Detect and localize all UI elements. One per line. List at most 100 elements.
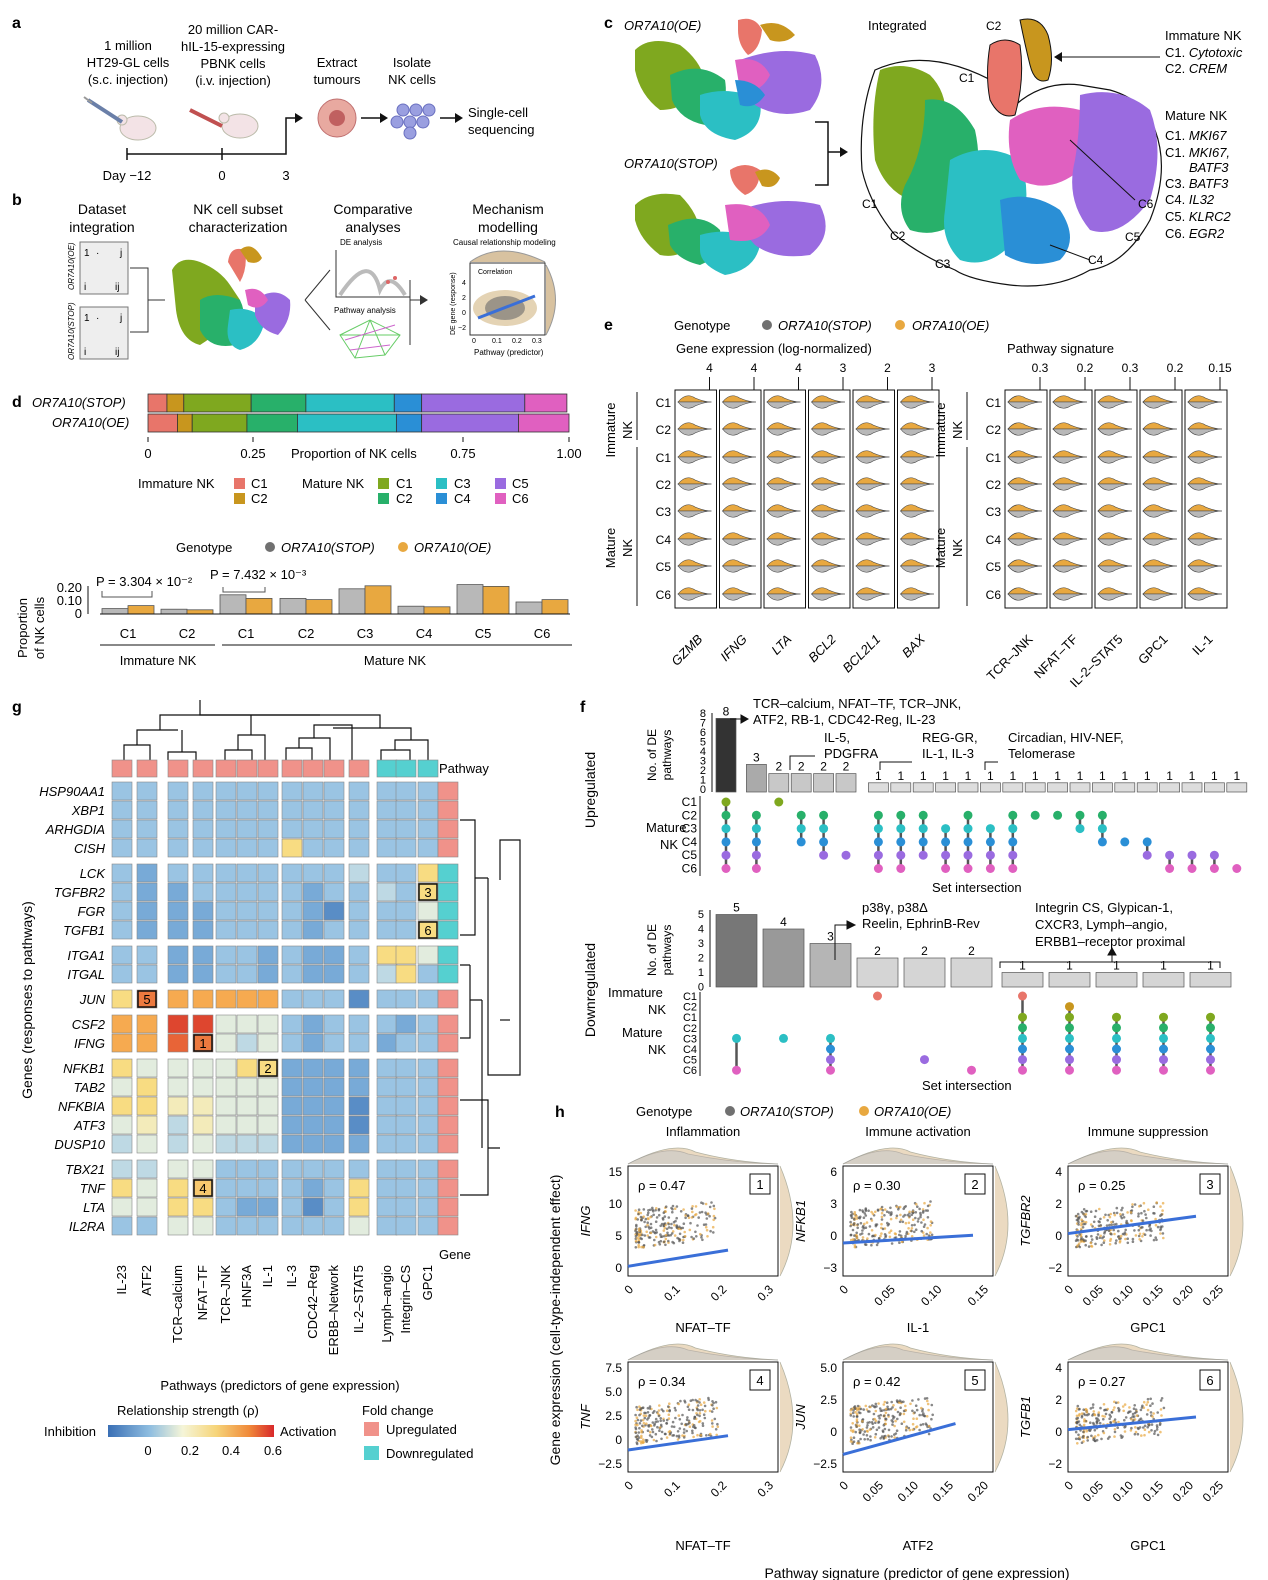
scatter-point	[885, 1401, 889, 1404]
violin-stop	[1142, 593, 1178, 601]
c-tag: C2	[890, 229, 906, 243]
violin-stop	[1097, 428, 1133, 436]
scatter-xtick: 0	[1061, 1282, 1076, 1297]
upset-dot	[985, 824, 995, 834]
upset-dot	[1112, 1044, 1121, 1054]
scatter-point	[907, 1426, 911, 1430]
bar-stop	[160, 608, 188, 615]
scatter-point	[701, 1422, 705, 1425]
scatter-point	[658, 1404, 661, 1407]
heatmap-cell	[376, 800, 398, 820]
violin-oe	[1097, 477, 1133, 485]
upset-dot	[873, 810, 883, 820]
upset-dot	[1159, 1023, 1168, 1033]
scatter-point	[682, 1208, 685, 1211]
b-correlation-label: Correlation	[478, 269, 512, 276]
violin-stop	[810, 401, 846, 409]
heatmap-cell	[323, 945, 345, 965]
scatter-point	[1150, 1429, 1153, 1432]
b-de-label: DE analysis	[340, 238, 382, 247]
scatter-point	[667, 1226, 671, 1229]
heatmap-cell	[111, 882, 133, 902]
scatter-point	[665, 1418, 669, 1422]
heatmap-column-label: ERBB–Network	[326, 1265, 341, 1356]
violin-stop	[677, 428, 712, 436]
scatter-point	[908, 1428, 912, 1432]
violin-stop	[1142, 483, 1178, 491]
violin-stop	[899, 428, 935, 436]
heatmap-cell	[376, 901, 398, 921]
scatter-point	[1077, 1437, 1080, 1440]
scatter-point	[890, 1242, 894, 1245]
scatter-point	[1091, 1414, 1094, 1417]
scatter-point	[849, 1224, 852, 1228]
scatter-point	[1129, 1211, 1133, 1214]
scatter-point	[871, 1426, 875, 1429]
heatmap-cell	[376, 945, 398, 965]
scatter-point	[1151, 1415, 1154, 1418]
upset-bar	[1204, 782, 1225, 793]
a-step1-line1: 1 million	[104, 38, 152, 53]
scatter-point	[651, 1421, 655, 1424]
scatter-point	[698, 1414, 701, 1418]
scatter-point	[1100, 1243, 1103, 1247]
violin-stop	[721, 428, 757, 436]
c-item-id: C1.	[1165, 145, 1185, 160]
scatter-point	[913, 1230, 916, 1234]
scatter-point	[642, 1438, 645, 1441]
scatter-point	[642, 1421, 646, 1425]
scatter-point	[919, 1211, 922, 1215]
heatmap-cell	[167, 1014, 189, 1034]
heatmap-cell	[348, 1077, 370, 1097]
scatter-xtick: 0.15	[1140, 1478, 1167, 1505]
c-item-id: C5.	[1165, 209, 1185, 224]
heatmap-cell	[281, 1096, 303, 1116]
e-row-label: C4	[656, 533, 672, 547]
upset-dot	[1018, 1012, 1027, 1022]
heatmap-cell	[192, 945, 214, 965]
scatter-point	[906, 1213, 909, 1217]
gene-fold-change-cell	[437, 819, 459, 839]
scatter-point	[657, 1208, 661, 1212]
scatter-point	[714, 1400, 718, 1404]
scatter-point	[1082, 1435, 1085, 1438]
pathway-fold-change-cell	[136, 759, 158, 778]
upset-bar-label: 1	[1019, 959, 1026, 973]
scatter-point	[1102, 1241, 1106, 1244]
scatter-point	[889, 1206, 892, 1210]
stacked-bar-segment	[147, 413, 178, 433]
scatter-title: IL-1	[907, 1320, 929, 1335]
gene-fold-change-cell	[437, 1134, 459, 1154]
heatmap-cell	[192, 1115, 214, 1135]
heatmap-cell	[257, 781, 279, 801]
upset-bar	[1092, 782, 1113, 793]
scatter-point	[1142, 1400, 1146, 1404]
stacked-bar-chart	[147, 393, 570, 433]
heatmap-cell	[281, 1134, 303, 1154]
upset-bar-label: 1	[965, 769, 972, 783]
bar-oe	[482, 586, 510, 615]
scatter-point	[696, 1413, 699, 1417]
scatter-point	[1120, 1216, 1124, 1220]
heatmap-cell	[417, 964, 439, 984]
heatmap-cell	[111, 1077, 133, 1097]
scatter-point	[654, 1420, 657, 1424]
d-category-label: C2	[179, 626, 196, 641]
heatmap-cell	[136, 1077, 158, 1097]
scatter-point	[869, 1435, 872, 1438]
scatter-xtick: 0.25	[1200, 1282, 1227, 1309]
d-pvalue-2: P = 7.432 × 10⁻³	[210, 567, 307, 582]
upset-dot	[751, 864, 761, 873]
scatter-point	[1082, 1208, 1086, 1211]
scatter-point	[893, 1424, 896, 1428]
scatter-ytick: 0	[615, 1433, 622, 1447]
heatmap-cell	[302, 1134, 324, 1154]
scatter-point	[1104, 1408, 1107, 1412]
heatmap-cell	[348, 781, 370, 801]
c-mature-title: Mature NK	[1165, 108, 1227, 123]
scatter-point	[1125, 1221, 1128, 1224]
scatter-point	[645, 1230, 648, 1234]
f-row-label: C1	[683, 1012, 697, 1024]
scatter-point	[653, 1238, 656, 1242]
scatter-point	[712, 1214, 716, 1218]
